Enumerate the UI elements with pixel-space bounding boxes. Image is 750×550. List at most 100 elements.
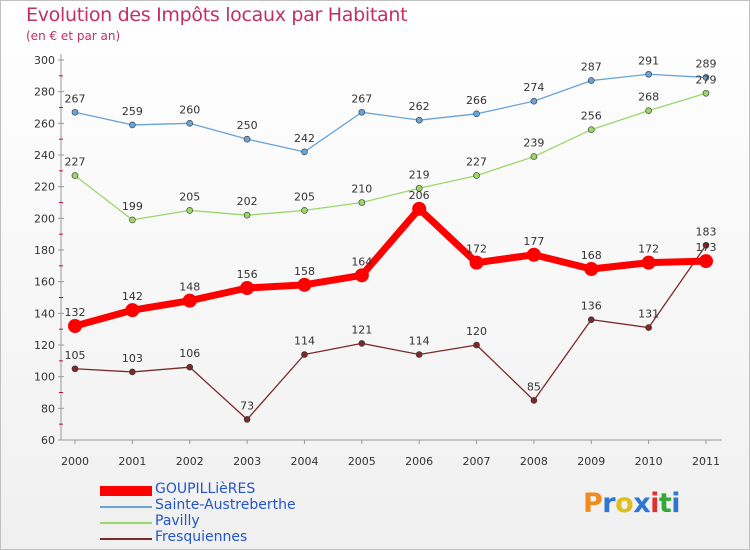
x-tick-label: 2011 [692, 455, 720, 468]
x-tick-label: 2010 [635, 455, 663, 468]
data-point [71, 172, 79, 179]
data-label: 260 [179, 103, 200, 116]
data-label: 274 [523, 81, 544, 94]
data-point [584, 262, 599, 276]
legend-swatch [100, 486, 152, 496]
legend-item-fresquiennes: Fresquiennes [100, 529, 360, 547]
data-point [415, 116, 423, 124]
data-point [473, 110, 480, 118]
legend-label: Pavilly [155, 513, 200, 529]
data-label: 164 [351, 255, 372, 268]
data-label: 114 [409, 335, 430, 348]
data-label: 227 [466, 156, 487, 169]
data-point [530, 397, 538, 404]
data-label: 103 [122, 352, 143, 365]
y-tick-label: 120 [34, 339, 55, 352]
data-label: 266 [466, 94, 487, 107]
data-label: 158 [294, 265, 315, 278]
y-tick-label: 200 [34, 212, 55, 225]
series-line-pavilly [74, 92, 707, 221]
legend-swatch [100, 506, 152, 508]
legend-swatch [100, 538, 152, 540]
data-label: 120 [466, 325, 487, 338]
series-line-sainte-austreberthe [74, 73, 707, 153]
legend-label: Fresquiennes [155, 529, 248, 545]
y-tick-label: 60 [41, 434, 55, 447]
data-point [530, 153, 538, 160]
logo-letter: P [583, 488, 603, 519]
chart-title: Evolution des Impôts locaux par Habitant [26, 4, 408, 26]
data-label: 267 [351, 92, 372, 105]
data-label: 177 [523, 235, 544, 248]
data-point [358, 340, 366, 347]
data-point [526, 247, 541, 262]
data-point [129, 121, 136, 129]
x-tick-label: 2009 [577, 455, 605, 468]
data-label: 199 [122, 200, 143, 213]
data-point [71, 365, 79, 373]
data-point [702, 241, 710, 249]
data-label: 256 [581, 110, 602, 123]
data-label: 106 [179, 347, 200, 360]
data-point [469, 255, 484, 270]
data-point [645, 70, 652, 78]
data-label: 205 [179, 190, 200, 203]
data-point [473, 172, 480, 179]
data-point [699, 254, 713, 269]
data-point [587, 316, 595, 323]
data-label: 202 [237, 195, 258, 208]
data-point [240, 281, 255, 295]
x-tick-label: 2007 [463, 455, 491, 468]
data-point [186, 120, 194, 127]
data-point [641, 255, 656, 270]
data-point [243, 135, 251, 143]
data-point [301, 207, 308, 214]
chart-legend: GOUPILLièRES Sainte-Austreberthe Pavilly Fr… [100, 481, 360, 547]
data-label: 250 [237, 119, 258, 132]
x-tick-label: 2000 [61, 455, 89, 468]
data-label: 242 [294, 132, 315, 145]
data-label: 210 [351, 183, 372, 196]
data-label: 168 [581, 249, 602, 262]
y-tick-label: 140 [34, 307, 55, 320]
data-point [415, 184, 423, 192]
data-point [129, 368, 136, 376]
x-tick-label: 2006 [405, 455, 433, 468]
legend-item-goupilli-res: GOUPILLièRES [100, 481, 360, 499]
x-tick-label: 2004 [290, 455, 318, 468]
data-point [587, 126, 595, 133]
data-point [243, 416, 251, 423]
data-label: 148 [179, 281, 200, 294]
data-label: 172 [466, 243, 487, 256]
data-point [129, 216, 136, 224]
data-label: 114 [294, 335, 315, 348]
x-tick-label: 2005 [348, 455, 376, 468]
y-tick-label: 240 [34, 149, 55, 162]
data-point [530, 97, 538, 105]
logo-letter: i [650, 488, 659, 519]
data-label: 268 [638, 91, 659, 104]
series-line-fresquiennes [74, 244, 707, 421]
x-tick-label: 2001 [118, 455, 146, 468]
data-label: 105 [65, 349, 86, 362]
data-label: 289 [696, 57, 717, 70]
data-point [125, 303, 140, 318]
data-point [702, 74, 710, 81]
data-point [358, 108, 366, 116]
data-label: 85 [527, 380, 541, 393]
logo-letter: t [658, 488, 672, 519]
data-label: 239 [523, 137, 544, 150]
data-point [297, 277, 312, 292]
y-tick-label: 300 [34, 54, 55, 67]
proxiti-logo: Proxiti [583, 488, 681, 519]
data-label: 267 [65, 92, 86, 105]
y-tick-label: 280 [34, 86, 55, 99]
data-label: 262 [409, 100, 430, 113]
data-label: 156 [237, 268, 258, 281]
data-label: 291 [638, 54, 659, 67]
data-point [71, 108, 79, 116]
x-tick-label: 2002 [176, 455, 204, 468]
data-label: 259 [122, 105, 143, 118]
logo-letter: i [671, 488, 681, 519]
